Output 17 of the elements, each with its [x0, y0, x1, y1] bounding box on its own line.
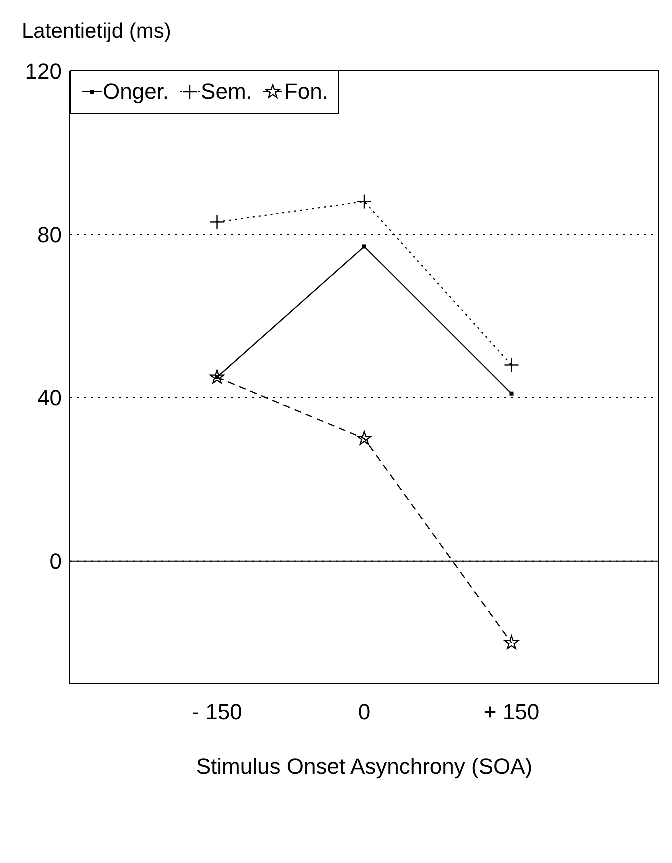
point [357, 431, 372, 446]
point [504, 636, 520, 650]
y-axis-title: Latentietijd (ms) [22, 20, 172, 44]
x-tick-label: + 150 [484, 700, 540, 725]
x-tick-label: - 150 [192, 700, 242, 725]
y-tick-label: 120 [25, 58, 62, 84]
x-axis-title: Stimulus Onset Asynchrony (SOA) [196, 754, 533, 779]
legend-label: Fon. [284, 79, 328, 105]
y-tick-label: 0 [50, 549, 62, 574]
legend-label: Onger. [103, 79, 170, 105]
point [362, 244, 366, 249]
y-tick-label: 80 [38, 222, 62, 248]
y-tick-label: 40 [38, 386, 62, 411]
point [210, 370, 225, 384]
legend-label: Sem. [201, 79, 252, 105]
x-tick-label: 0 [358, 700, 371, 725]
point [510, 392, 514, 396]
